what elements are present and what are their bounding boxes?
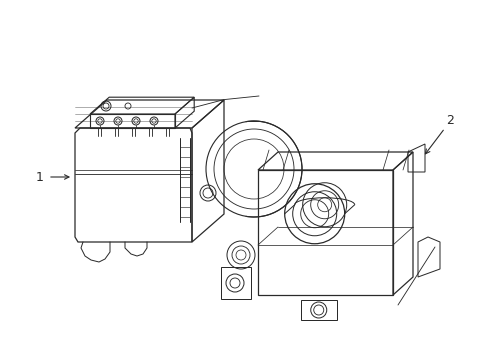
Text: 1: 1 bbox=[36, 171, 44, 184]
Text: 2: 2 bbox=[445, 113, 453, 126]
